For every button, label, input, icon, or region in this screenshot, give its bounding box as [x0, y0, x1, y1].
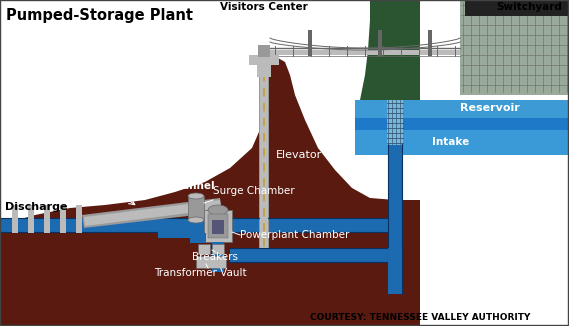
Bar: [388, 248, 402, 294]
Text: COURTESY: TENNESSEE VALLEY AUTHORITY: COURTESY: TENNESSEE VALLEY AUTHORITY: [310, 313, 530, 322]
Text: Visitors Center: Visitors Center: [220, 2, 308, 12]
Bar: [198, 244, 210, 254]
Bar: [465, 0, 569, 16]
Text: Switchyard: Switchyard: [496, 2, 562, 12]
Bar: [212, 244, 224, 254]
Text: Discharge: Discharge: [5, 202, 68, 212]
Bar: [258, 45, 270, 57]
Bar: [60, 205, 66, 233]
Text: Reservoir: Reservoir: [460, 103, 520, 113]
Bar: [230, 248, 388, 262]
Bar: [76, 205, 82, 233]
Bar: [0, 218, 390, 232]
Bar: [158, 228, 204, 238]
Polygon shape: [355, 100, 569, 118]
Bar: [188, 196, 204, 220]
Text: Surge Chamber: Surge Chamber: [213, 186, 295, 196]
Bar: [212, 220, 224, 234]
Bar: [388, 144, 402, 294]
Polygon shape: [82, 198, 222, 228]
Text: Elevator: Elevator: [276, 150, 322, 160]
Ellipse shape: [208, 205, 228, 215]
Ellipse shape: [188, 217, 204, 223]
Bar: [190, 233, 206, 243]
Polygon shape: [84, 200, 221, 226]
Bar: [196, 256, 226, 268]
Ellipse shape: [188, 193, 204, 199]
Polygon shape: [355, 130, 569, 155]
Text: Intake: Intake: [432, 137, 469, 147]
Polygon shape: [0, 58, 420, 326]
Text: Transformer Vault: Transformer Vault: [154, 268, 246, 278]
Bar: [270, 50, 460, 55]
Bar: [28, 205, 34, 233]
Bar: [212, 242, 224, 272]
Bar: [259, 55, 269, 250]
Bar: [428, 30, 432, 56]
Bar: [257, 55, 271, 77]
Bar: [460, 0, 569, 95]
Bar: [12, 205, 18, 233]
Bar: [260, 57, 268, 248]
Polygon shape: [355, 0, 420, 150]
Text: Breakers: Breakers: [192, 252, 238, 262]
Text: Pumped-Storage Plant: Pumped-Storage Plant: [6, 8, 193, 23]
Text: Powerplant Chamber: Powerplant Chamber: [240, 230, 349, 240]
Bar: [387, 100, 403, 145]
Text: Main Access Tunnel: Main Access Tunnel: [100, 181, 215, 191]
Polygon shape: [355, 100, 569, 155]
Bar: [208, 214, 228, 238]
Bar: [44, 205, 50, 233]
Bar: [249, 55, 279, 65]
Bar: [204, 210, 232, 242]
Bar: [378, 30, 382, 56]
Bar: [308, 30, 312, 56]
